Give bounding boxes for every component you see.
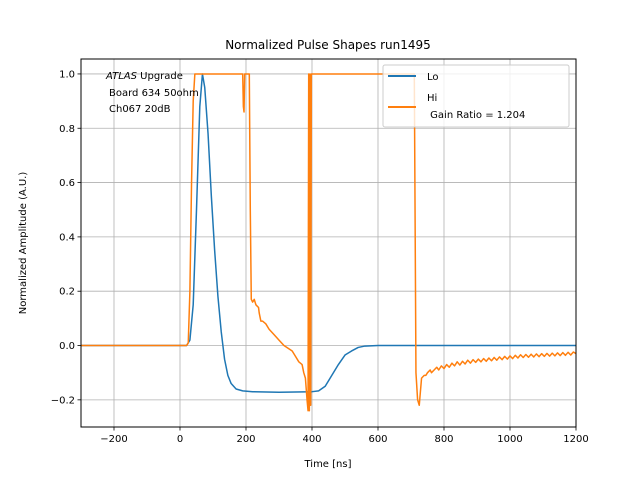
legend-label-hi: Hi [427,93,437,104]
legend-box [382,64,570,128]
chart-title: Normalized Pulse Shapes run1495 [225,38,431,52]
x-tick-label: 600 [368,434,387,445]
annotation-upgrade: Upgrade [137,71,183,82]
y-tick-label: 0.2 [59,287,75,298]
x-axis-label: Time [ns] [303,459,351,470]
y-axis-label: Normalized Amplitude (A.U.) [18,172,29,315]
ticks: −200 0 200 400 600 800 1000 1200 −0.2 0.0 0.2 0.4 0.… [51,69,589,445]
x-tick-label: 200 [236,434,255,445]
x-tick-label: 1200 [563,434,588,445]
series-line-hi [81,73,576,412]
legend: Lo Hi Gain Ratio = 1.204 [382,64,570,128]
annotation-line-2: Board 634 50ohm [109,88,199,99]
series-line-lo [81,73,576,393]
y-tick-label: 0.0 [59,341,75,352]
x-tick-label: 800 [434,434,453,445]
annotation-line-3: Ch067 20dB [109,104,171,115]
x-tick-label: 0 [177,434,183,445]
x-tick-label: −200 [100,434,127,445]
x-tick-label: 1000 [497,434,522,445]
annotation-atlas: ATLAS [105,71,138,82]
axes-frame [80,58,577,428]
y-tick-label: 1.0 [59,69,75,80]
legend-label-lo: Lo [427,72,439,83]
y-tick-label: −0.2 [51,395,75,406]
y-tick-label: 0.4 [59,232,75,243]
y-tick-label: 0.6 [59,178,75,189]
annotation-line-1: ATLAS Upgrade [105,71,183,82]
series-layer [81,73,576,412]
y-tick-label: 0.8 [59,124,75,135]
annotation: ATLAS Upgrade Board 634 50ohm Ch067 20dB [105,71,199,115]
legend-label-gain-ratio: Gain Ratio = 1.204 [427,110,525,121]
x-tick-label: 400 [302,434,321,445]
